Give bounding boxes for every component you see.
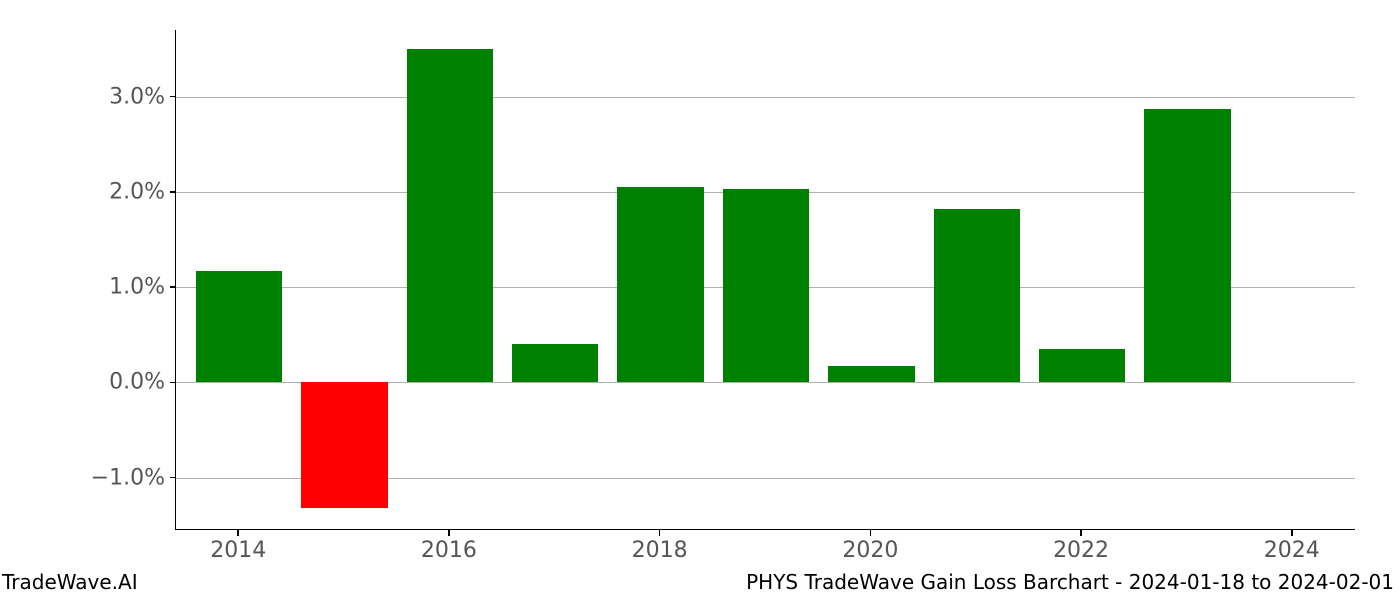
x-tick-label: 2020 — [842, 538, 898, 563]
bar — [301, 382, 387, 508]
y-tick-label: 2.0% — [65, 179, 165, 204]
bar — [934, 209, 1020, 382]
y-tick-mark — [170, 96, 176, 98]
y-tick-label: −1.0% — [65, 465, 165, 490]
y-tick-mark — [170, 477, 176, 479]
x-tick-label: 2024 — [1264, 538, 1320, 563]
footer-right: PHYS TradeWave Gain Loss Barchart - 2024… — [746, 570, 1394, 594]
bar — [828, 366, 914, 382]
chart-container — [175, 30, 1355, 530]
x-tick-label: 2022 — [1053, 538, 1109, 563]
y-tick-label: 3.0% — [65, 84, 165, 109]
x-tick-mark — [237, 530, 239, 536]
bar — [723, 189, 809, 382]
bar — [407, 49, 493, 382]
bar — [1039, 349, 1125, 382]
x-tick-mark — [1291, 530, 1293, 536]
bar — [196, 271, 282, 382]
footer-left: TradeWave.AI — [2, 570, 138, 594]
y-tick-label: 0.0% — [65, 370, 165, 395]
y-tick-mark — [170, 286, 176, 288]
x-tick-mark — [870, 530, 872, 536]
x-tick-mark — [659, 530, 661, 536]
bar — [617, 187, 703, 382]
x-tick-label: 2016 — [421, 538, 477, 563]
y-tick-mark — [170, 382, 176, 384]
bar — [512, 344, 598, 382]
plot-area — [175, 30, 1355, 530]
x-tick-mark — [448, 530, 450, 536]
bar — [1144, 109, 1230, 382]
x-tick-label: 2014 — [210, 538, 266, 563]
y-tick-label: 1.0% — [65, 275, 165, 300]
x-tick-mark — [1080, 530, 1082, 536]
y-tick-mark — [170, 191, 176, 193]
x-tick-label: 2018 — [632, 538, 688, 563]
gridline — [176, 97, 1355, 98]
